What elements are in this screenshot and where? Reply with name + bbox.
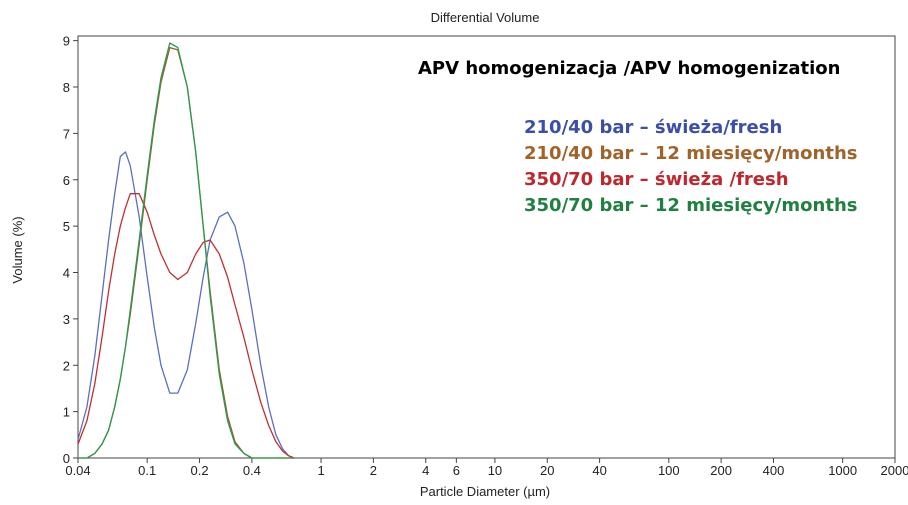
x-tick-label: 40 — [592, 463, 606, 478]
y-tick-label: 5 — [63, 219, 70, 234]
y-tick-label: 9 — [63, 34, 70, 49]
annotation: APV homogenizacja /APV homogenization — [418, 58, 840, 79]
plot-frame — [77, 35, 896, 459]
x-tick-label: 1 — [317, 463, 324, 478]
x-tick-label: 200 — [710, 463, 732, 478]
chart-title: Differential Volume — [431, 10, 540, 25]
y-tick-label: 4 — [63, 266, 70, 281]
y-tick-label: 1 — [63, 405, 70, 420]
x-axis-label: Particle Diameter (µm) — [420, 484, 550, 499]
y-tick-label: 8 — [63, 80, 70, 95]
x-tick-label: 2 — [370, 463, 377, 478]
x-tick-label: 20 — [540, 463, 554, 478]
legend-entry: 350/70 bar – świeża /fresh — [524, 169, 789, 190]
y-tick-label: 7 — [63, 126, 70, 141]
x-tick-label: 1000 — [828, 463, 857, 478]
x-tick-label: 0.4 — [243, 463, 261, 478]
legend-entry: 210/40 bar – 12 miesięcy/months — [524, 143, 858, 164]
series-line — [77, 193, 295, 459]
series-line — [78, 42, 295, 459]
y-tick-label: 3 — [63, 312, 70, 327]
x-tick-label: 0.04 — [65, 463, 90, 478]
x-tick-label: 4 — [422, 463, 429, 478]
series-line — [77, 151, 295, 459]
x-tick-label: 2000 — [881, 463, 908, 478]
y-axis-label: Volume (%) — [10, 216, 25, 283]
y-tick-label: 0 — [63, 451, 70, 466]
x-tick-label: 0.1 — [138, 463, 156, 478]
legend-entry: 350/70 bar – 12 miesięcy/months — [524, 195, 858, 216]
x-tick-label: 0.2 — [190, 463, 208, 478]
y-tick-label: 6 — [63, 173, 70, 188]
y-tick-label: 2 — [63, 358, 70, 373]
x-tick-label: 400 — [763, 463, 785, 478]
x-tick-label: 6 — [453, 463, 460, 478]
series-line — [78, 46, 295, 459]
x-tick-label: 10 — [488, 463, 502, 478]
legend-entry: 210/40 bar – świeża/fresh — [524, 117, 782, 138]
x-tick-label: 100 — [658, 463, 680, 478]
